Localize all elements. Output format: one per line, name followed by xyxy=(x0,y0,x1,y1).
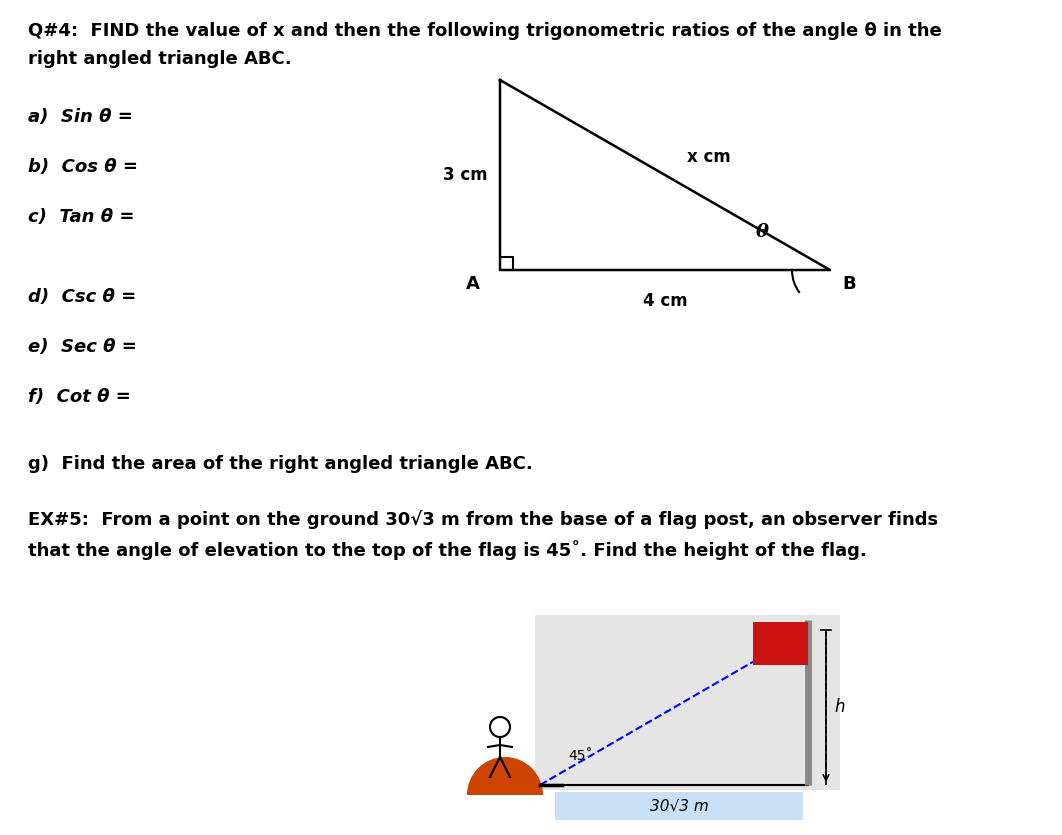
Text: θ: θ xyxy=(755,223,769,241)
Bar xyxy=(753,622,808,665)
Text: EX#5:  From a point on the ground 30√3 m from the base of a flag post, an observ: EX#5: From a point on the ground 30√3 m … xyxy=(28,510,938,529)
Text: x cm: x cm xyxy=(687,148,731,166)
Text: 3 cm: 3 cm xyxy=(443,166,489,184)
Bar xyxy=(535,615,840,790)
Text: a)  Sin θ =: a) Sin θ = xyxy=(28,108,133,126)
Text: h: h xyxy=(834,699,844,716)
Text: g)  Find the area of the right angled triangle ABC.: g) Find the area of the right angled tri… xyxy=(28,455,533,473)
Text: 45˚: 45˚ xyxy=(568,749,593,763)
Text: that the angle of elevation to the top of the flag is 45˚. Find the height of th: that the angle of elevation to the top o… xyxy=(28,540,867,560)
Text: A: A xyxy=(466,275,480,293)
Text: right angled triangle ABC.: right angled triangle ABC. xyxy=(28,50,292,68)
Text: d)  Csc θ =: d) Csc θ = xyxy=(28,288,136,306)
Text: Q#4:  FIND the value of x and then the following trigonometric ratios of the ang: Q#4: FIND the value of x and then the fo… xyxy=(28,22,942,40)
Text: 30√3 m: 30√3 m xyxy=(650,798,708,813)
Text: c)  Tan θ =: c) Tan θ = xyxy=(28,208,135,226)
Text: 4 cm: 4 cm xyxy=(643,292,687,310)
Text: B: B xyxy=(842,275,856,293)
Bar xyxy=(555,792,803,820)
Text: f)  Cot θ =: f) Cot θ = xyxy=(28,388,131,406)
Text: e)  Sec θ =: e) Sec θ = xyxy=(28,338,137,356)
Text: b)  Cos θ =: b) Cos θ = xyxy=(28,158,138,176)
Wedge shape xyxy=(467,757,543,795)
